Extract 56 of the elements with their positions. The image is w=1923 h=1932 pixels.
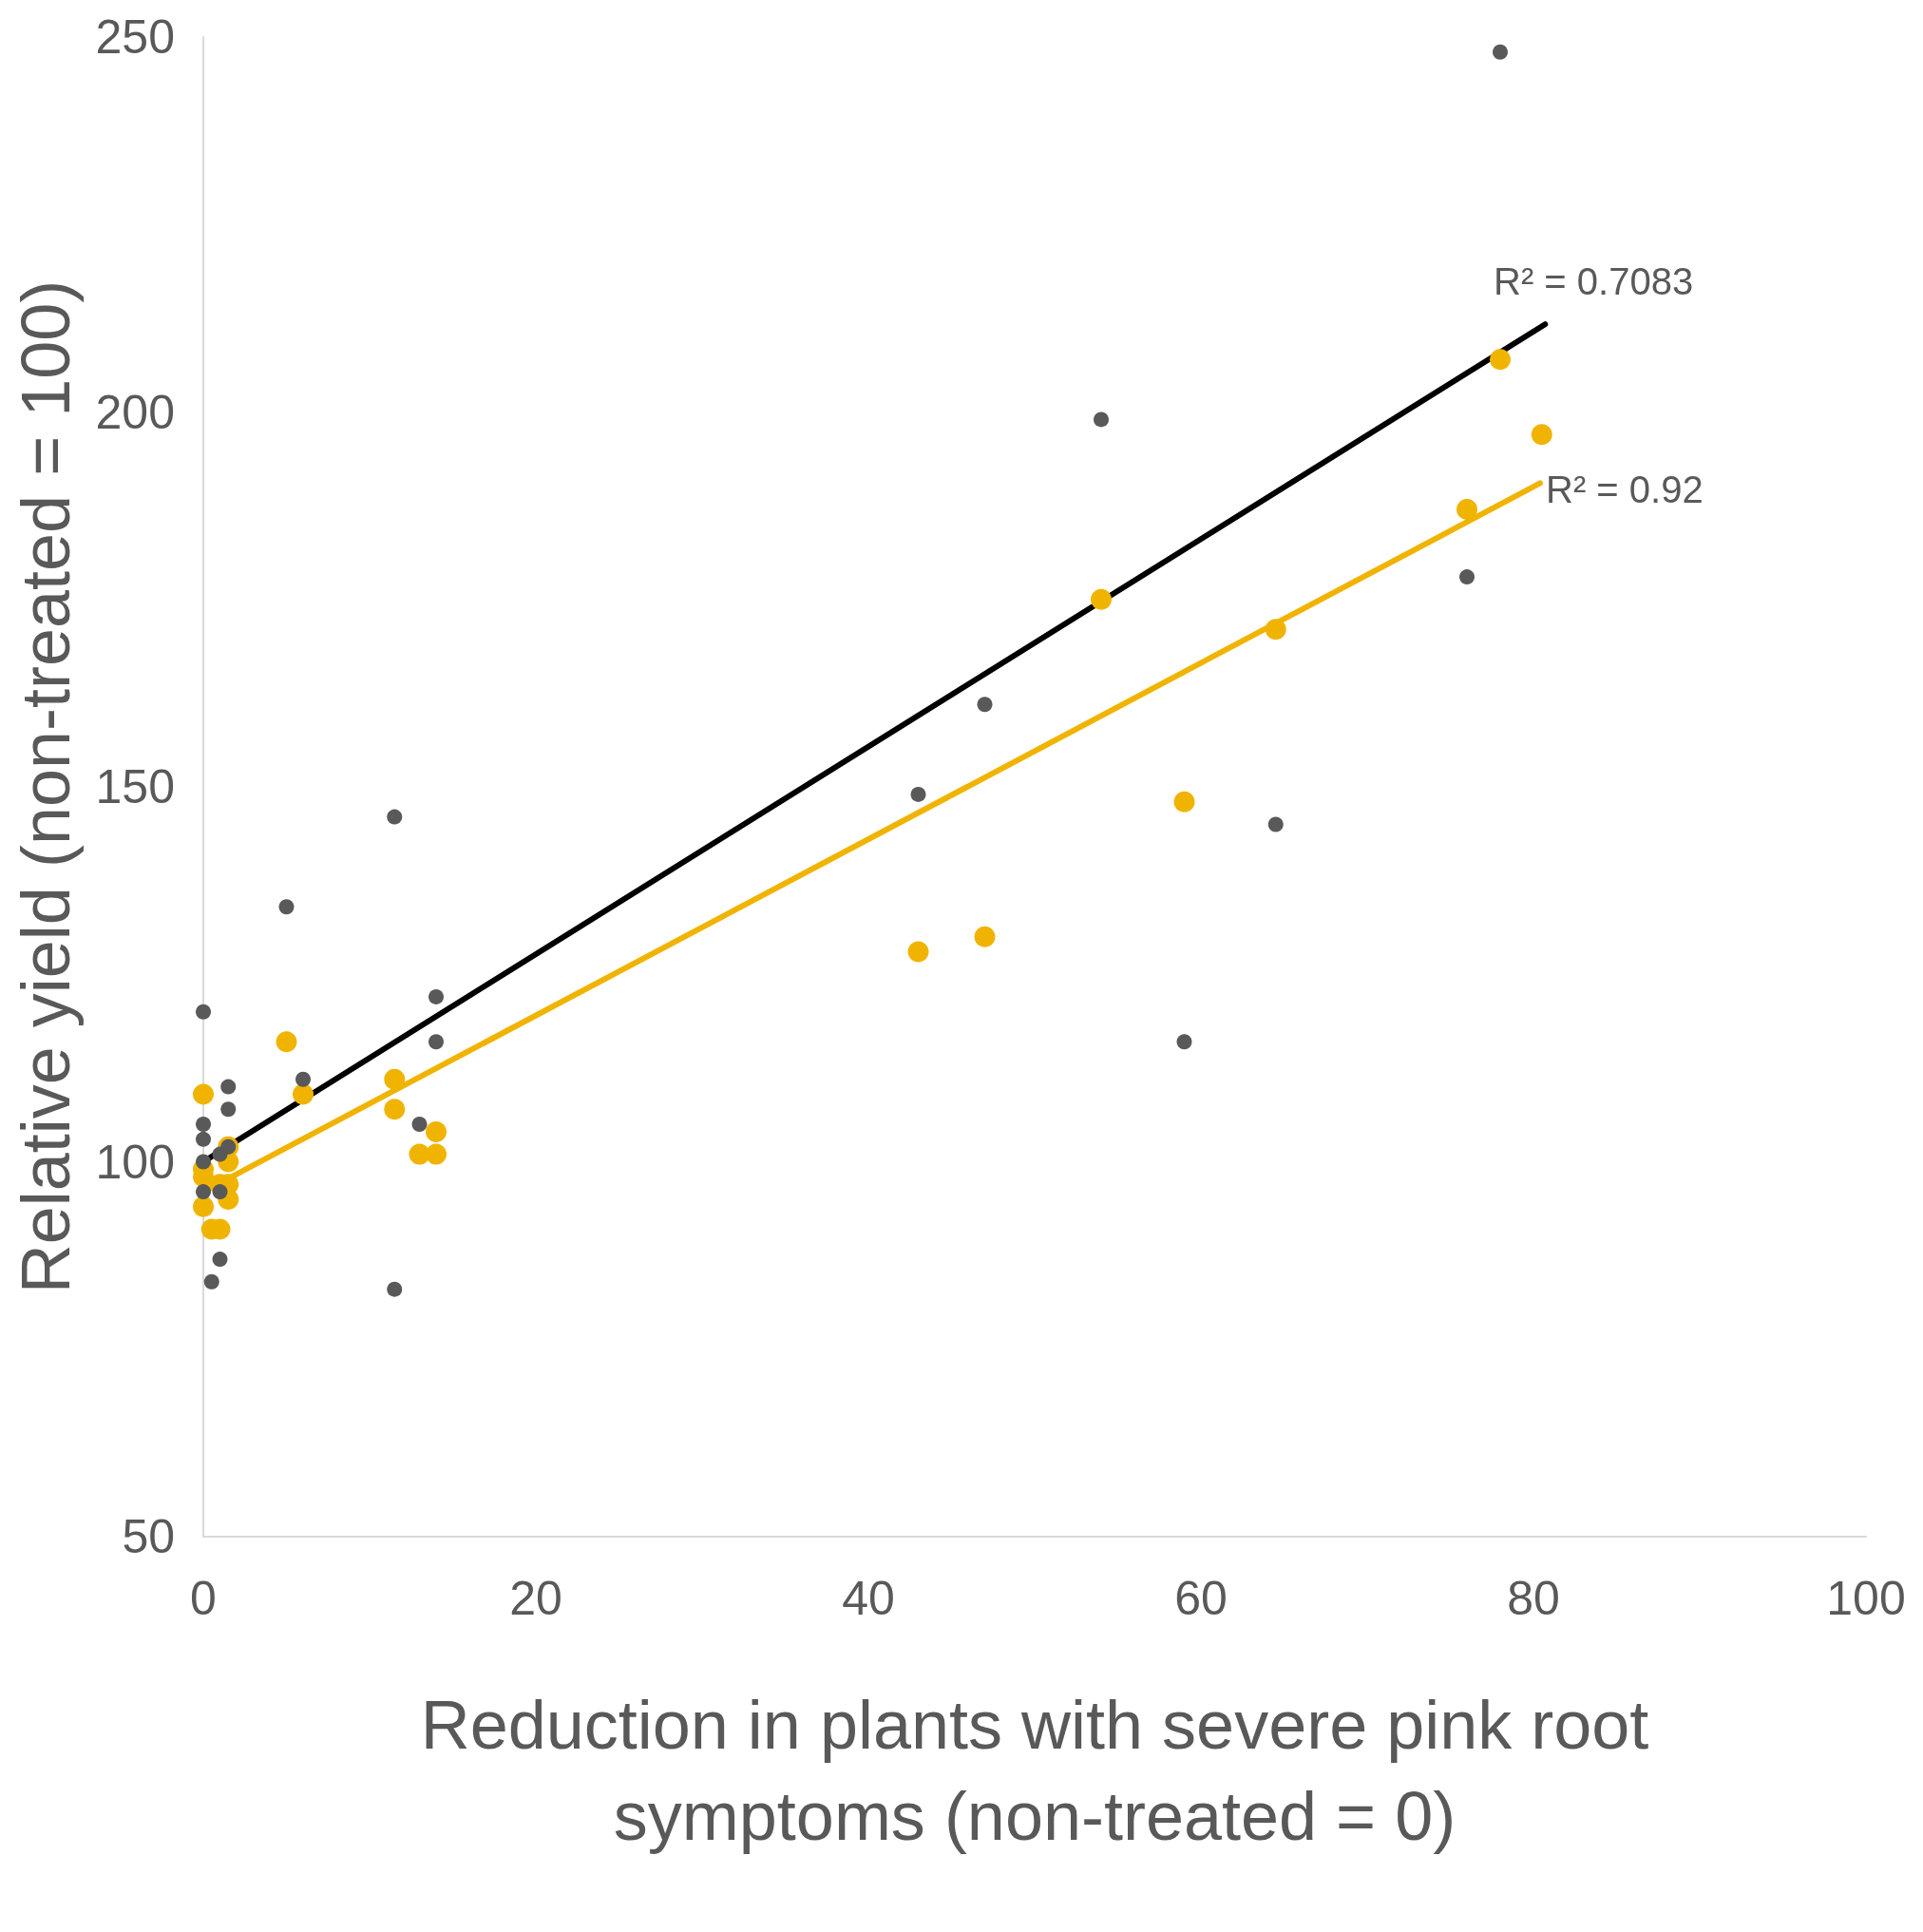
y-tick-label: 100 [95, 1135, 175, 1189]
point [1531, 424, 1552, 446]
y-axis-title: Relative yield (non-treated = 100) [8, 279, 84, 1294]
point [977, 697, 993, 713]
point [293, 1083, 314, 1105]
point [426, 1120, 447, 1142]
point [387, 809, 403, 825]
point [212, 1252, 228, 1268]
point [295, 1071, 311, 1087]
x-tick-label: 0 [190, 1572, 217, 1625]
point [1176, 1034, 1192, 1050]
point [276, 1031, 297, 1053]
point [212, 1184, 228, 1200]
point [1459, 569, 1475, 585]
point [196, 1131, 211, 1147]
point [220, 1101, 237, 1118]
point [196, 1004, 211, 1020]
point [193, 1083, 214, 1105]
point [1493, 44, 1508, 60]
point [1265, 619, 1286, 641]
annotation: R² = 0.7083 [1494, 260, 1694, 302]
point [196, 1154, 211, 1170]
point [428, 988, 444, 1004]
point [426, 1143, 447, 1165]
point [910, 786, 926, 802]
point [387, 1281, 403, 1297]
x-tick-label: 100 [1826, 1572, 1906, 1625]
point [428, 1034, 444, 1050]
point [1094, 411, 1109, 428]
point [974, 926, 996, 947]
point [196, 1184, 211, 1200]
point [1091, 588, 1112, 610]
point [907, 941, 929, 963]
point [212, 1146, 228, 1162]
y-tick-label: 150 [95, 760, 175, 813]
point [1457, 499, 1477, 521]
point [193, 1196, 214, 1217]
point [203, 1273, 219, 1290]
point [1173, 791, 1195, 813]
x-tick-label: 20 [509, 1572, 562, 1625]
point [384, 1068, 406, 1090]
x-tick-label: 60 [1174, 1572, 1228, 1625]
point [196, 1117, 211, 1133]
annotation: R² = 0.92 [1546, 469, 1704, 510]
y-tick-label: 50 [122, 1510, 175, 1563]
x-tick-label: 80 [1507, 1572, 1560, 1625]
x-tick-label: 40 [842, 1572, 895, 1625]
y-tick-label: 250 [95, 10, 175, 64]
y-tick-label: 200 [95, 385, 175, 439]
point [384, 1099, 406, 1120]
x-axis-title: Reduction in plants with severe pink root symptoms (non-treated = 0) [420, 1687, 1649, 1854]
point [411, 1117, 428, 1133]
point [220, 1079, 237, 1095]
point [278, 899, 295, 915]
point [1490, 349, 1511, 371]
point [1267, 816, 1284, 832]
